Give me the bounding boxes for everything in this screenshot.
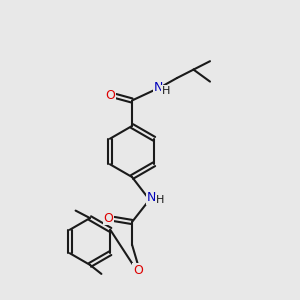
Text: H: H [156, 195, 164, 205]
Text: O: O [133, 264, 143, 277]
Text: H: H [162, 86, 170, 96]
Text: O: O [105, 88, 115, 102]
Text: N: N [153, 81, 163, 94]
Text: O: O [104, 212, 113, 225]
Text: N: N [147, 191, 157, 204]
